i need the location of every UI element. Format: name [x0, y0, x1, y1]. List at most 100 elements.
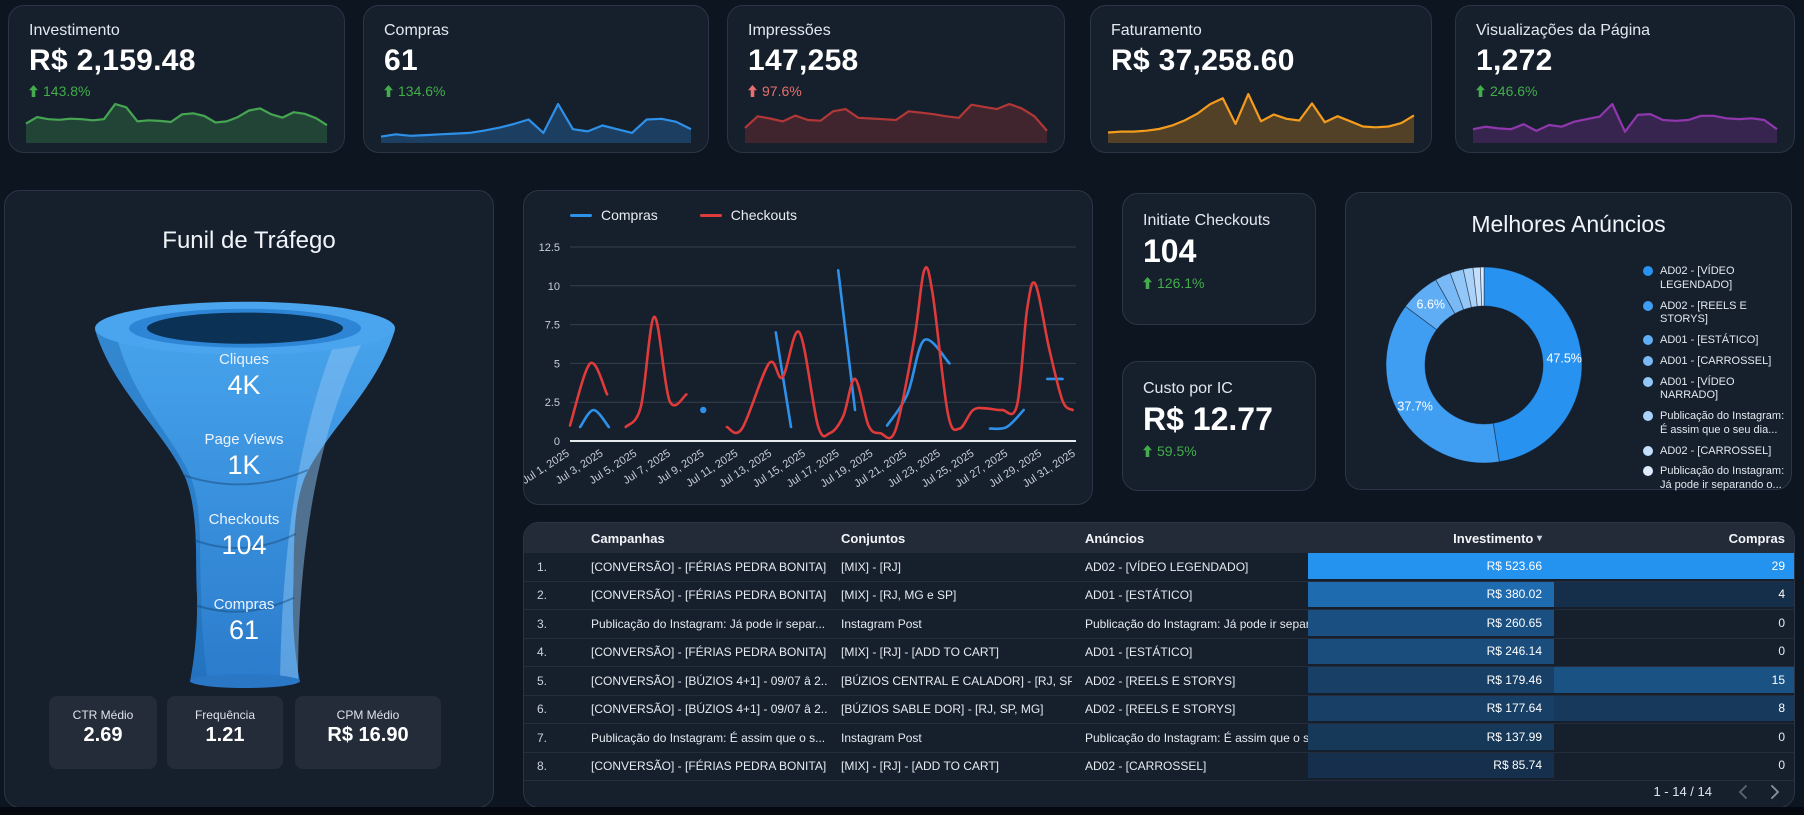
cell-compras: 0 — [1554, 724, 1794, 752]
cell-compras: 0 — [1554, 639, 1794, 667]
kpi-title: Investimento — [29, 22, 324, 40]
svg-text:47.5%: 47.5% — [1546, 352, 1581, 366]
legend-dot-icon — [1643, 377, 1653, 387]
chevron-left-icon[interactable] — [1738, 785, 1748, 799]
cell-anuncios: AD02 - [REELS E STORYS] — [1072, 696, 1308, 724]
legend-item: AD01 - [VÍDEO NARRADO] — [1643, 376, 1791, 404]
cell-conjuntos: [BÚZIOS SABLE DOR] - [RJ, SP, MG] — [828, 696, 1072, 724]
delta-up-icon — [1143, 445, 1152, 457]
cell-investimento: R$ 380.02 — [1308, 582, 1554, 610]
delta-up-icon — [1476, 85, 1485, 97]
cell-conjuntos: [BÚZIOS CENTRAL E CALADOR] - [RJ, SP, M.… — [828, 667, 1072, 695]
header-investimento[interactable]: Investimento ▾ — [1308, 523, 1554, 553]
checkouts-line-swatch — [700, 214, 722, 217]
delta-up-icon — [29, 85, 38, 97]
legend-dot-icon — [1643, 266, 1653, 276]
legend-item-checkouts[interactable]: Checkouts — [700, 207, 797, 223]
legend-item: AD02 - [CARROSSEL] — [1643, 445, 1791, 459]
cell-campanhas: [CONVERSÃO] - [FÉRIAS PEDRA BONITA] - ..… — [578, 753, 828, 781]
legend-label: AD01 - [CARROSSEL] — [1660, 355, 1771, 369]
legend-label: AD02 - [CARROSSEL] — [1660, 445, 1771, 459]
cell-campanhas: [CONVERSÃO] - [FÉRIAS PEDRA BONITA] - ..… — [578, 553, 828, 581]
cell-rownum: 3. — [524, 610, 578, 638]
cell-campanhas: [CONVERSÃO] - [BÚZIOS 4+1] - 09/07 â 2..… — [578, 667, 828, 695]
delta-up-icon — [384, 85, 393, 97]
cell-campanhas: [CONVERSÃO] - [FÉRIAS PEDRA BONITA] - ..… — [578, 639, 828, 667]
header-rownum — [524, 523, 578, 553]
kpi-value: 147,258 — [748, 44, 1044, 78]
legend-item: AD01 - [ESTÁTICO] — [1643, 334, 1791, 348]
pagination-label: 1 - 14 / 14 — [1653, 784, 1712, 799]
cell-investimento: R$ 85.74 — [1308, 753, 1554, 781]
legend-dot-icon — [1643, 335, 1653, 345]
cell-investimento: R$ 177.64 — [1308, 696, 1554, 724]
kpi-value: 1,272 — [1476, 44, 1774, 78]
table-header-row: Campanhas Conjuntos Anúncios Investiment… — [524, 523, 1794, 553]
table-row: 5.[CONVERSÃO] - [BÚZIOS 4+1] - 09/07 â 2… — [524, 667, 1794, 696]
svg-text:0: 0 — [554, 436, 560, 448]
kpi-value: R$ 2,159.48 — [29, 44, 324, 78]
funnel-stage-pageviews: Page Views 1K — [5, 431, 483, 481]
header-anuncios[interactable]: Anúncios — [1072, 523, 1308, 553]
best-ads-donut-chart: 47.5%37.7%6.6% — [1364, 245, 1604, 485]
best-ads-card: Melhores Anúncios 47.5%37.7%6.6% AD02 - … — [1345, 192, 1792, 490]
svg-text:37.7%: 37.7% — [1397, 400, 1432, 414]
page-bottom-strip — [0, 807, 1804, 815]
legend-item: Publicação do Instagram: Já pode ir sepa… — [1643, 465, 1791, 493]
cell-campanhas: Publicação do Instagram: É assim que o s… — [578, 724, 828, 752]
cell-anuncios: Publicação do Instagram: É assim que o s… — [1072, 724, 1308, 752]
table-row: 4.[CONVERSÃO] - [FÉRIAS PEDRA BONITA] - … — [524, 639, 1794, 668]
cell-conjuntos: [MIX] - [RJ] - [ADD TO CART] — [828, 639, 1072, 667]
legend-item: AD02 - [REELS E STORYS] — [1643, 300, 1791, 328]
kpi-delta: 246.6% — [1476, 83, 1774, 99]
kpi-delta: 126.1% — [1143, 275, 1297, 291]
kpi-value: 61 — [384, 44, 688, 78]
header-compras[interactable]: Compras — [1554, 523, 1794, 553]
cell-rownum: 7. — [524, 724, 578, 752]
cell-conjuntos: Instagram Post — [828, 724, 1072, 752]
legend-label: AD01 - [ESTÁTICO] — [1660, 334, 1758, 348]
custo-por-ic-card: Custo por IC R$ 12.77 59.5% — [1122, 361, 1316, 491]
metric-ctr-medio: CTR Médio 2.69 — [49, 696, 157, 769]
legend-label: Publicação do Instagram: Já pode ir sepa… — [1660, 465, 1791, 493]
legend-dot-icon — [1643, 301, 1653, 311]
cell-investimento: R$ 260.65 — [1308, 610, 1554, 638]
cell-investimento: R$ 523.66 — [1308, 553, 1554, 581]
cell-anuncios: AD02 - [VÍDEO LEGENDADO] — [1072, 553, 1308, 581]
legend-item: Publicação do Instagram: É assim que o s… — [1643, 410, 1791, 438]
kpi-delta: 97.6% — [748, 83, 1044, 99]
cell-investimento: R$ 179.46 — [1308, 667, 1554, 695]
kpi-card-compras: Compras 61 134.6% — [363, 5, 709, 153]
header-conjuntos[interactable]: Conjuntos — [828, 523, 1072, 553]
metric-frequencia: Frequência 1.21 — [167, 696, 283, 769]
header-campanhas[interactable]: Campanhas — [578, 523, 828, 553]
legend-label: AD02 - [REELS E STORYS] — [1660, 300, 1791, 328]
legend-dot-icon — [1643, 466, 1653, 476]
cell-campanhas: Publicação do Instagram: Já pode ir sepa… — [578, 610, 828, 638]
table-row: 6.[CONVERSÃO] - [BÚZIOS 4+1] - 09/07 â 2… — [524, 696, 1794, 725]
table-row: 2.[CONVERSÃO] - [FÉRIAS PEDRA BONITA] - … — [524, 582, 1794, 611]
cell-anuncios: AD02 - [CARROSSEL] — [1072, 753, 1308, 781]
timeseries-legend: Compras Checkouts — [570, 207, 797, 223]
kpi-title: Compras — [384, 22, 688, 40]
best-ads-title: Melhores Anúncios — [1346, 211, 1791, 238]
kpi-card-visualizacoes: Visualizações da Página 1,272 246.6% — [1455, 5, 1795, 153]
table-pagination: 1 - 14 / 14 — [1653, 784, 1780, 799]
compras-line-swatch — [570, 214, 592, 217]
table-row: 1.[CONVERSÃO] - [FÉRIAS PEDRA BONITA] - … — [524, 553, 1794, 582]
sort-desc-icon: ▾ — [1537, 533, 1542, 544]
legend-item-compras[interactable]: Compras — [570, 207, 658, 223]
cell-investimento: R$ 246.14 — [1308, 639, 1554, 667]
svg-text:5: 5 — [554, 358, 560, 370]
kpi-value: R$ 37,258.60 — [1111, 44, 1411, 78]
funnel-stage-compras: Compras 61 — [5, 596, 483, 646]
cell-rownum: 6. — [524, 696, 578, 724]
initiate-checkouts-card: Initiate Checkouts 104 126.1% — [1122, 193, 1316, 325]
cell-compras: 8 — [1554, 696, 1794, 724]
cell-rownum: 2. — [524, 582, 578, 610]
cell-compras: 0 — [1554, 753, 1794, 781]
chevron-right-icon[interactable] — [1770, 785, 1780, 799]
cell-anuncios: AD02 - [REELS E STORYS] — [1072, 667, 1308, 695]
table-row: 8.[CONVERSÃO] - [FÉRIAS PEDRA BONITA] - … — [524, 753, 1794, 782]
cell-conjuntos: [MIX] - [RJ] — [828, 553, 1072, 581]
